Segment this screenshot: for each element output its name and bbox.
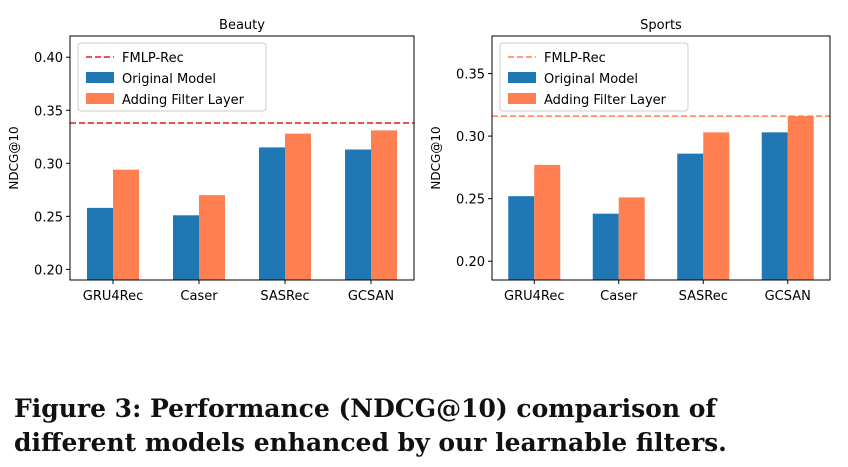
bar-original-gru4rec [87,207,113,280]
y-tick-label: 0.40 [34,51,63,66]
y-tick-label: 0.20 [34,263,63,278]
legend-swatch-original-model [508,72,536,83]
bar-filter-gcsan [787,116,814,280]
x-tick-label-sasrec: SASRec [260,289,309,304]
bar-filter-sasrec [703,132,730,280]
bar-original-gcsan [761,132,788,280]
bar-original-gcsan [345,149,371,280]
x-tick-label-gcsan: GCSAN [765,289,811,304]
legend-swatch-adding-filter-layer [508,93,536,104]
y-tick-label: 0.20 [456,255,485,270]
x-tick-label-gcsan: GCSAN [348,289,394,304]
bar-original-sasrec [677,153,704,280]
legend-label-adding-filter-layer: Adding Filter Layer [544,93,667,108]
y-tick-label: 0.35 [456,68,485,83]
y-tick-label: 0.35 [34,104,63,119]
y-tick-label: 0.25 [456,193,485,208]
figure-caption: Figure 3: Performance (NDCG@10) comparis… [14,394,727,457]
plot-frame [491,35,831,281]
legend-label-original-model: Original Model [122,72,216,87]
y-tick-label: 0.25 [34,210,63,225]
y-tick-label: 0.30 [456,130,485,145]
bar-filter-caser [199,195,225,280]
legend-swatch-adding-filter-layer [86,93,114,104]
bar-filter-gru4rec [113,169,139,280]
bar-filter-sasrec [285,133,311,280]
x-tick-label-gru4rec: GRU4Rec [504,289,565,304]
legend-swatch-original-model [86,72,114,83]
beauty-chart: Beauty GRU4Rec Caser SASRec GCSAN 0.20 0.25 0.3… [7,18,415,304]
bar-filter-gcsan [371,130,397,280]
bar-original-sasrec [259,147,285,280]
x-tick-label-sasrec: SASRec [679,289,728,304]
bar-original-gru4rec [508,196,535,280]
legend-box [499,42,689,112]
chart-title: Sports [640,18,682,33]
y-tick-label: 0.30 [34,157,63,172]
legend-label-fmlp-rec: FMLP-Rec [122,51,184,66]
y-axis-label: NDCG@10 [429,126,443,189]
x-tick-label-gru4rec: GRU4Rec [83,289,144,304]
legend-box [77,42,267,112]
plot-frame [69,35,415,281]
bar-original-caser [592,213,619,280]
bar-original-caser [173,215,199,280]
legend-label-original-model: Original Model [544,72,638,87]
x-tick-label-caser: Caser [600,289,638,304]
legend-label-adding-filter-layer: Adding Filter Layer [122,93,245,108]
bar-filter-caser [618,197,645,280]
chart-title: Beauty [219,18,265,33]
bar-filter-gru4rec [534,164,561,280]
legend-label-fmlp-rec: FMLP-Rec [544,51,606,66]
sports-chart: Sports GRU4Rec Caser SASRec GCSAN 0.20 0.25 0.3… [429,18,831,304]
y-axis-label: NDCG@10 [7,126,21,189]
x-tick-label-caser: Caser [180,289,218,304]
